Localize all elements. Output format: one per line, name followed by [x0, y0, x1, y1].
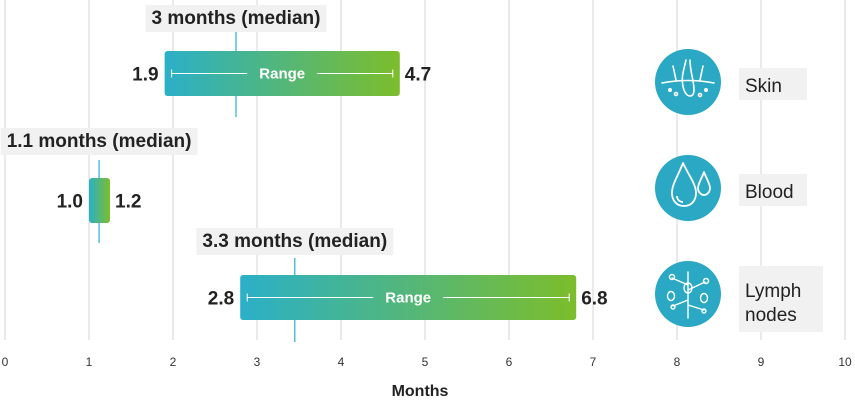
median-label: 1.1 months (median)	[7, 131, 192, 152]
range-min-label: 2.8	[208, 289, 234, 310]
range-max-label: 4.7	[405, 65, 431, 86]
x-axis-ticks: 0 1 2 3 4 5 6 7 8 9 10	[2, 355, 852, 369]
x-tick-label: 4	[338, 355, 345, 369]
x-tick-label: 3	[254, 355, 261, 369]
x-tick-label: 7	[590, 355, 597, 369]
lymph-label-line1: Lymph	[745, 281, 801, 302]
range-max-label: 1.2	[115, 192, 141, 213]
range-min-label: 1.9	[132, 65, 158, 86]
skin-icon-glyph	[661, 59, 715, 98]
range-bar	[240, 275, 577, 320]
x-tick-label: 10	[838, 355, 852, 369]
skin-icon	[655, 49, 721, 115]
range-label: Range	[385, 290, 431, 307]
legend-item-blood: Blood	[655, 155, 807, 221]
lymph-label-line2: nodes	[745, 305, 797, 326]
range-bars: Range 1.9 4.7 3 months (median) 1.0 1.2 1.1 mo…	[0, 5, 608, 342]
x-axis-label: Months	[392, 383, 449, 400]
median-label: 3.3 months (median)	[202, 231, 387, 252]
legend: Skin Blood	[655, 49, 823, 332]
range-bar	[89, 178, 110, 223]
x-tick-label: 9	[758, 355, 765, 369]
range-series-blood: 1.0 1.2 1.1 months (median)	[0, 128, 198, 243]
x-tick-label: 6	[506, 355, 513, 369]
range-series-lymph-nodes: Range 2.8 6.8 3.3 months (median)	[196, 228, 608, 342]
x-tick-label: 0	[2, 355, 9, 369]
median-label-bg	[145, 5, 327, 32]
range-min-label: 1.0	[57, 192, 83, 213]
x-tick-label: 1	[86, 355, 93, 369]
x-tick-label: 2	[170, 355, 177, 369]
skin-label: Skin	[745, 76, 782, 97]
blood-drops-glyph	[671, 162, 711, 207]
blood-label: Blood	[745, 182, 794, 203]
range-series-skin: Range 1.9 4.7 3 months (median)	[132, 5, 431, 117]
blood-label-bg	[739, 174, 807, 206]
legend-item-skin: Skin	[655, 49, 807, 115]
median-label: 3 months (median)	[152, 8, 321, 29]
x-tick-label: 5	[422, 355, 429, 369]
x-tick-label: 8	[674, 355, 681, 369]
range-max-label: 6.8	[581, 289, 607, 310]
lymph-nodes-glyph	[666, 271, 710, 319]
median-label-bg	[0, 128, 198, 155]
range-bar	[164, 51, 400, 96]
legend-item-lymph-nodes: Lymph nodes	[655, 261, 823, 332]
blood-drops-icon	[655, 155, 721, 221]
lymph-label-bg	[739, 266, 823, 332]
range-label: Range	[259, 66, 305, 83]
skin-label-bg	[739, 68, 807, 100]
median-label-bg	[196, 228, 394, 255]
